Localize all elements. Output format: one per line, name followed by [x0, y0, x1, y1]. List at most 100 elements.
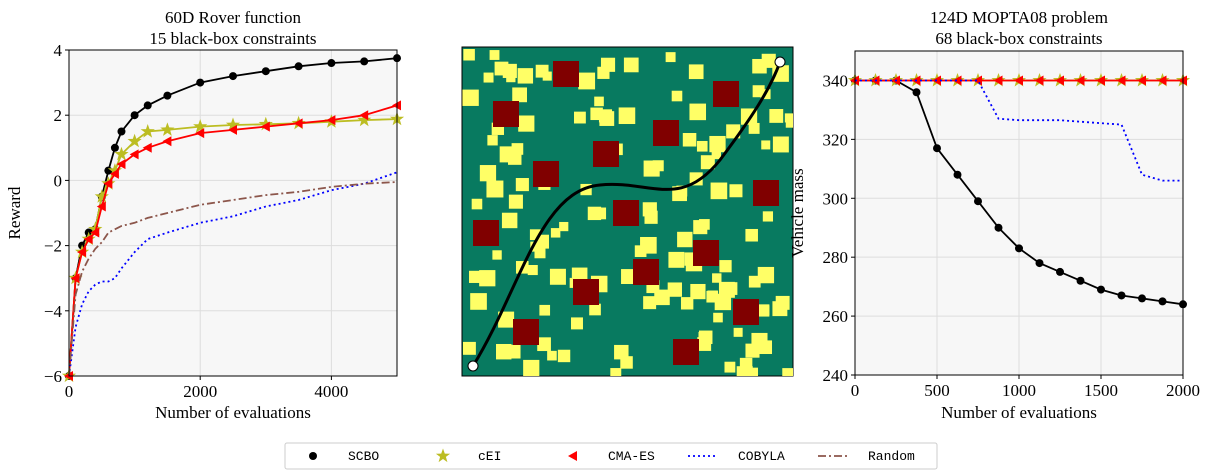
yellow-obstacle — [498, 311, 515, 328]
yellow-obstacle — [470, 293, 487, 310]
yellow-obstacle — [594, 96, 604, 107]
legend-label: SCBO — [348, 449, 379, 464]
marker — [1097, 285, 1105, 294]
marker — [77, 247, 87, 258]
yellow-obstacle — [610, 368, 622, 376]
marker — [94, 189, 109, 203]
yellow-obstacle — [623, 57, 639, 73]
yellow-obstacle — [782, 368, 793, 376]
y-tick-label: −4 — [44, 302, 63, 321]
y-tick-label: 0 — [54, 171, 63, 190]
marker — [225, 117, 241, 131]
red-obstacle — [593, 141, 619, 167]
marker — [327, 59, 336, 68]
marker — [196, 78, 205, 87]
yellow-obstacle — [523, 359, 540, 376]
yellow-obstacle — [671, 90, 683, 102]
yellow-obstacle — [547, 350, 557, 361]
x-tick-label: 4000 — [314, 382, 348, 401]
yellow-obstacle — [724, 282, 738, 295]
marker — [1158, 297, 1167, 306]
marker — [110, 143, 119, 152]
yellow-obstacle — [775, 295, 790, 310]
goal-point — [774, 56, 786, 68]
marker — [326, 115, 336, 126]
yellow-obstacle — [643, 296, 657, 310]
legend-marker — [435, 448, 451, 463]
yellow-obstacle — [736, 366, 753, 376]
y-tick-label: 280 — [823, 248, 849, 267]
marker — [88, 221, 103, 236]
yellow-obstacle — [479, 270, 496, 287]
chart: 124D MOPTA08 problem 68 black-box constra… — [788, 8, 1200, 422]
yellow-obstacle — [462, 341, 476, 355]
legend-marker — [568, 451, 577, 461]
yellow-obstacle — [535, 64, 549, 78]
marker — [912, 88, 921, 97]
yellow-obstacle — [620, 356, 633, 369]
x-tick-label: 2000 — [1166, 381, 1200, 400]
yellow-obstacle — [511, 143, 524, 155]
yellow-obstacle — [784, 113, 793, 123]
rover-path — [471, 61, 782, 367]
yellow-obstacle — [745, 228, 758, 242]
y-tick-label: 320 — [823, 130, 849, 149]
red-obstacle — [493, 101, 519, 127]
marker — [974, 197, 982, 206]
x-tick-label: 500 — [924, 381, 950, 400]
yellow-obstacle — [654, 289, 670, 306]
yellow-obstacle — [697, 337, 712, 351]
marker — [1056, 267, 1064, 276]
yellow-obstacle — [527, 264, 538, 276]
marker — [103, 178, 113, 189]
marker — [933, 144, 941, 153]
yellow-obstacle — [762, 211, 774, 222]
marker — [129, 149, 139, 160]
yellow-obstacle — [517, 68, 534, 84]
yellow-obstacle — [757, 304, 770, 317]
yellow-obstacle — [640, 236, 657, 254]
yellow-obstacle — [709, 135, 726, 153]
red-obstacle — [613, 200, 639, 226]
y-axis-label: Reward — [5, 186, 24, 239]
red-obstacle — [693, 240, 719, 266]
yellow-obstacle — [571, 317, 583, 330]
marker — [1076, 276, 1085, 285]
yellow-obstacle — [502, 63, 517, 78]
marker — [1075, 75, 1085, 86]
yellow-obstacle — [729, 184, 743, 198]
y-tick-label: 4 — [54, 41, 63, 60]
yellow-obstacle — [537, 337, 551, 352]
yellow-obstacle — [752, 85, 765, 98]
yellow-obstacle — [549, 268, 566, 285]
yellow-obstacle — [642, 202, 657, 217]
chart: 60D Rover function 15 black-box constrain… — [5, 8, 405, 422]
yellow-obstacle — [574, 111, 586, 124]
red-obstacle — [733, 299, 759, 325]
yellow-obstacle — [680, 297, 694, 310]
y-tick-label: 340 — [823, 71, 849, 90]
marker — [994, 223, 1003, 232]
yellow-obstacle — [714, 293, 732, 311]
yellow-obstacle — [590, 107, 603, 121]
marker — [1035, 259, 1044, 268]
x-tick-label: 1000 — [1002, 381, 1036, 400]
marker — [117, 127, 126, 136]
y-tick-label: 2 — [54, 106, 63, 125]
red-obstacle — [633, 259, 659, 285]
yellow-obstacle — [690, 283, 706, 300]
yellow-obstacle — [559, 221, 569, 232]
yellow-obstacle — [757, 266, 775, 284]
marker — [1117, 291, 1126, 300]
red-obstacle — [473, 220, 499, 246]
marker — [1055, 75, 1064, 86]
yellow-obstacle — [600, 57, 616, 72]
yellow-obstacle — [621, 269, 636, 284]
yellow-obstacle — [512, 87, 527, 103]
yellow-obstacle — [496, 343, 512, 360]
marker — [90, 227, 100, 238]
series-line — [69, 171, 397, 376]
yellow-obstacle — [682, 133, 697, 147]
marker — [193, 119, 208, 133]
legend-label: Random — [868, 449, 915, 464]
